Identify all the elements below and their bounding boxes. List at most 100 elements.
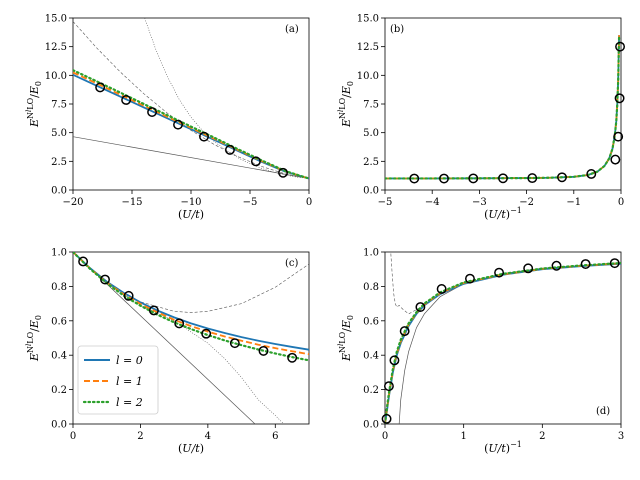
panel-a-ytick-label: 7.5 [51, 100, 67, 111]
panel-b-series-l2 [385, 34, 621, 180]
panel-d-ytick-label: 0.4 [363, 351, 379, 362]
panel-c-ytick-label: 0.8 [51, 282, 67, 293]
legend-label-l0: l = 0 [116, 354, 143, 367]
panel-a-ytick-label: 0.0 [51, 186, 67, 197]
panel-d-exact-marker [523, 263, 534, 274]
panel-c-xtick-label: 0 [70, 431, 76, 442]
panel-c-series-nlo [73, 252, 309, 313]
panel-a-exact-marker [173, 119, 183, 130]
panel-d-xtick-label: 0 [382, 431, 388, 442]
panel-a-series-nlo [73, 21, 309, 179]
panel-c-ytick-label: 0.0 [51, 420, 67, 431]
panel-d-frame [384, 251, 622, 425]
panel-b-exact-marker [586, 168, 597, 179]
panel-b-xtick-label: −3 [472, 197, 487, 208]
panel-a-xtick-label: −15 [121, 197, 142, 208]
panel-b-xtick-label: −1 [566, 197, 581, 208]
panel-d-exact-marker [389, 355, 400, 366]
panel-c-ytick-label: 0.2 [51, 385, 67, 396]
panel-d-ytick-label: 0.6 [363, 316, 379, 327]
panel-c-exact-marker [174, 318, 185, 329]
panel-c-series-l2 [73, 252, 309, 362]
panel-b-xtick-label: −4 [425, 197, 440, 208]
legend-box [77, 345, 159, 415]
panel-c-exact-marker [201, 328, 212, 339]
panel-c-plot-area [73, 252, 309, 424]
panel-c-xlabel: (U/t) [178, 442, 204, 455]
panel-c-exact-marker [148, 305, 159, 316]
panel-c-xtick-label: 2 [137, 431, 143, 442]
legend-label-l2: l = 2 [116, 396, 143, 409]
panel-b-ytick-label: 15.0 [357, 14, 379, 25]
panel-c-series-l1 [73, 252, 309, 356]
panel-d-xtick-label: 2 [539, 431, 545, 442]
panel-c-label: (c) [285, 258, 299, 269]
panel-b-ytick-label: 5.0 [363, 128, 379, 139]
panel-a-ytick-label: 10.0 [45, 71, 67, 82]
panel-d-series-nlo [390, 252, 425, 315]
panel-b-ytick-label: 10.0 [357, 71, 379, 82]
panel-a-xtick-label: −5 [243, 197, 258, 208]
panel-a-ytick-label: 5.0 [51, 128, 67, 139]
panel-d-ytick-label: 0.0 [363, 420, 379, 431]
panel-b-exact-marker [614, 93, 625, 104]
panel-a-xtick-label: −20 [62, 197, 83, 208]
panel-c-exact-marker [229, 338, 240, 349]
panel-a: (a) (U/t) ENlLO/E0 −20 −15 −10 −5 00.02.55.0… [25, 14, 312, 222]
panel-d-exact-marker [399, 326, 410, 337]
panel-b-exact-marker [409, 173, 420, 184]
panel-c-ytick-label: 1.0 [51, 248, 67, 259]
panel-c-ytick-label: 0.6 [51, 316, 67, 327]
panel-a-exact-marker [224, 144, 235, 155]
panel-d-plot-area [385, 252, 621, 424]
panel-a-exact-marker [95, 82, 106, 93]
panel-a-ytick-label: 12.5 [45, 42, 67, 53]
panel-d-label: (d) [596, 406, 610, 417]
legend-label-l1: l = 1 [116, 375, 143, 388]
panel-c-xtick-label: 4 [205, 431, 211, 442]
panel-d-ytick-label: 0.2 [363, 385, 379, 396]
panel-c-exact-marker [258, 345, 269, 356]
panel-a-xtick-label: 0 [306, 197, 312, 208]
panel-a-plot-area [73, 18, 309, 180]
panel-a-series-l2 [73, 69, 309, 180]
panel-b-label: (b) [390, 24, 404, 35]
panel-b-exact-marker [557, 172, 567, 183]
panel-d-exact-marker [580, 259, 591, 269]
panel-d-exact-marker [436, 284, 447, 294]
panel-a-exact-marker [199, 131, 209, 142]
panel-b-exact-marker [610, 154, 621, 165]
panel-a-exact-marker [121, 95, 132, 105]
panel-b-exact-marker [613, 131, 624, 142]
panel-b-ytick-label: 0.0 [363, 186, 379, 197]
panel-d-xtick-label: 3 [618, 431, 624, 442]
panel-b-exact-marker [615, 41, 626, 52]
panel-b-ytick-label: 12.5 [357, 42, 379, 53]
panel-a-exact-marker [147, 107, 158, 117]
panel-a-xlabel: (U/t) [178, 208, 204, 221]
panel-d-exact-marker [465, 273, 475, 284]
panel-a-label: (a) [285, 24, 299, 35]
panel-c-series-l0 [73, 252, 309, 351]
panel-a-exact-marker [278, 167, 288, 178]
panel-a-ytick-label: 2.5 [51, 157, 67, 168]
panel-b-plot-area [385, 34, 621, 180]
panel-b-xtick-label: −5 [378, 197, 393, 208]
panel-d-series-l2 [385, 261, 621, 424]
panel-a-series-lo [73, 136, 309, 179]
panel-d-exact-marker [609, 258, 620, 269]
panel-c-exact-marker [123, 290, 134, 301]
panel-c-exact-marker [287, 352, 298, 363]
panel-d-ytick-label: 1.0 [363, 248, 379, 259]
panel-b-ytick-label: 7.5 [363, 100, 379, 111]
panel-b-xtick-label: 0 [618, 197, 624, 208]
panel-c-exact-marker [78, 256, 89, 267]
panel-b-ytick-label: 2.5 [363, 157, 379, 168]
panel-c-xtick-label: 6 [272, 431, 278, 442]
panel-b-exact-marker [498, 173, 508, 184]
panel-d-exact-marker [381, 413, 392, 424]
panel-d-exact-marker [494, 267, 505, 278]
panel-d-ytick-label: 0.8 [363, 282, 379, 293]
